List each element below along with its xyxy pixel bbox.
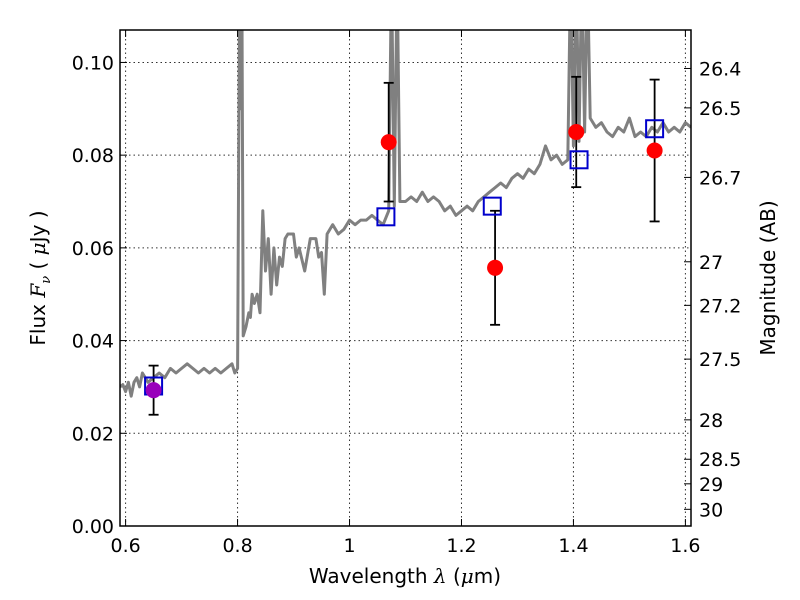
magnitude-tick-label: 26.7 [699, 167, 741, 189]
model-band-flux-square [569, 150, 589, 170]
y-tick-label: 0.02 [72, 423, 114, 445]
x-tick-label: 0.8 [222, 535, 252, 557]
x-tick-label: 1 [343, 535, 355, 557]
x-tick-label: 1.2 [446, 535, 476, 557]
y-tick-label: 0.04 [72, 331, 114, 353]
observed-flux-point [380, 134, 397, 151]
magnitude-tick-label: 29 [699, 474, 723, 496]
magnitude-tick-label: 28.5 [699, 449, 741, 471]
x-tick-label: 0.6 [110, 535, 140, 557]
x-axis-label: Wavelength λ (μm) [309, 564, 501, 588]
y2-axis-label: Magnitude (AB) [756, 200, 780, 355]
model-spectrum-line [120, 30, 691, 398]
x-tick-label: 1.6 [670, 535, 700, 557]
model-band-flux-square [376, 207, 396, 227]
data-points-layer [144, 75, 665, 416]
magnitude-tick-label: 26.4 [699, 58, 741, 80]
observed-flux-point [487, 259, 504, 276]
magnitude-tick-label: 27 [699, 252, 723, 274]
y-tick-label: 0.10 [72, 52, 114, 74]
magnitude-tick-label: 30 [699, 499, 723, 521]
plot-background [120, 30, 691, 526]
y-tick-label: 0.00 [72, 516, 114, 538]
y-axis-label: Flux Fν ( μJy ) [26, 210, 54, 345]
magnitude-tick-label: 27.2 [699, 295, 741, 317]
observed-flux-point [646, 142, 663, 159]
model-band-flux-square [645, 119, 665, 139]
observed-flux-point [145, 382, 162, 399]
magnitude-tick-label: 26.5 [699, 98, 741, 120]
model-spectrum-layer [120, 30, 691, 398]
magnitude-tick-label: 28 [699, 410, 723, 432]
observed-flux-point [568, 123, 585, 140]
x-tick-label: 1.4 [558, 535, 588, 557]
plot-frame [119, 29, 692, 527]
model-band-flux-square [482, 196, 502, 216]
y-tick-label: 0.08 [72, 145, 114, 167]
magnitude-tick-label: 27.5 [699, 349, 741, 371]
y-tick-label: 0.06 [72, 238, 114, 260]
axis-ticks: 0.6 0.8 1 1.2 1.4 1.6 0.00 0.02 0.04 0.06 0.08 0.10… [72, 30, 741, 557]
